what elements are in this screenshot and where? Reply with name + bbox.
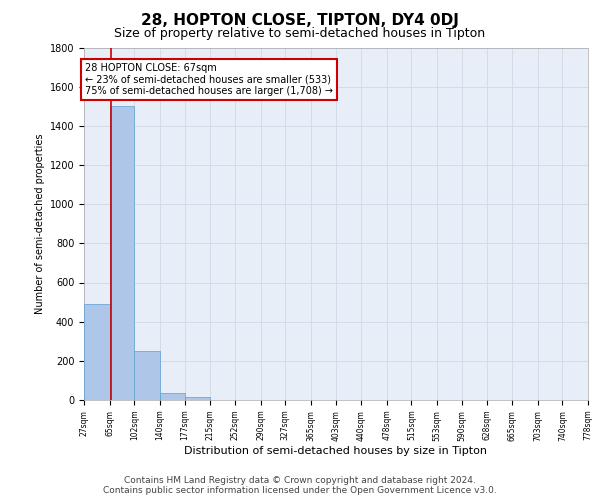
Bar (84, 304, 110, 400)
Bar (185, 397, 210, 400)
Y-axis label: Number of semi-detached properties: Number of semi-detached properties (35, 134, 46, 314)
Bar (110, 106, 134, 400)
Text: Contains HM Land Registry data © Crown copyright and database right 2024.
Contai: Contains HM Land Registry data © Crown c… (103, 476, 497, 495)
Text: 28, HOPTON CLOSE, TIPTON, DY4 0DJ: 28, HOPTON CLOSE, TIPTON, DY4 0DJ (141, 12, 459, 28)
X-axis label: Distribution of semi-detached houses by size in Tipton: Distribution of semi-detached houses by … (185, 446, 487, 456)
Bar (160, 393, 185, 400)
Text: 28 HOPTON CLOSE: 67sqm
← 23% of semi-detached houses are smaller (533)
75% of se: 28 HOPTON CLOSE: 67sqm ← 23% of semi-det… (85, 63, 334, 96)
Bar (134, 351, 160, 400)
Text: Size of property relative to semi-detached houses in Tipton: Size of property relative to semi-detach… (115, 28, 485, 40)
